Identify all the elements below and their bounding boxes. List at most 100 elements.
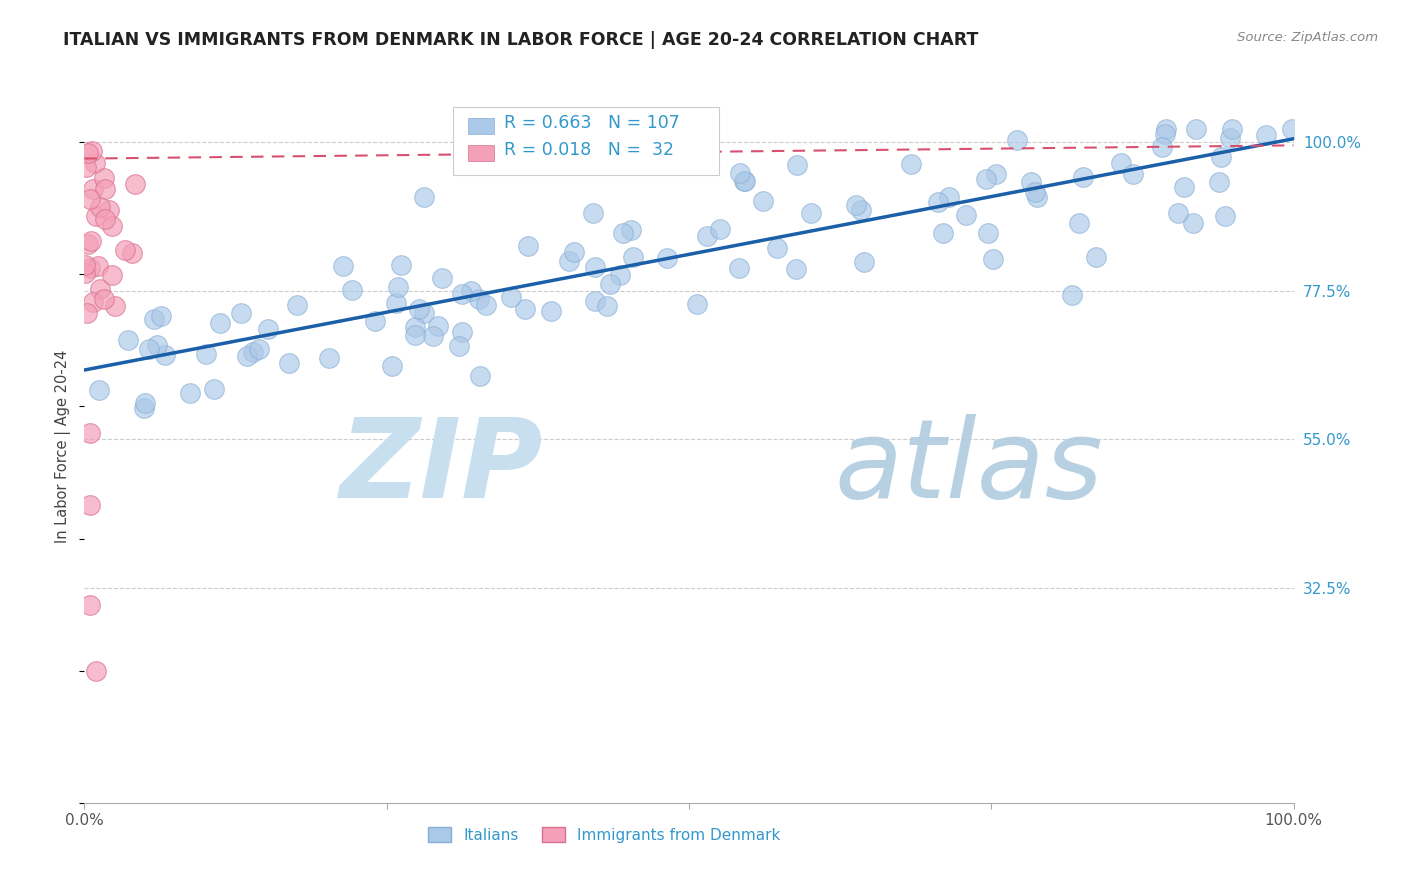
Point <box>583 294 606 309</box>
Point <box>1071 169 1094 184</box>
Point <box>413 306 436 320</box>
Point <box>467 292 489 306</box>
Point <box>76 306 98 320</box>
Point <box>447 339 470 353</box>
Point <box>332 259 354 273</box>
Point <box>79 499 101 513</box>
Point <box>132 401 155 416</box>
Point <box>134 395 156 409</box>
Point <box>1213 209 1236 223</box>
Bar <box>468 119 495 134</box>
Point <box>93 170 115 185</box>
Point <box>94 212 117 227</box>
Text: R = 0.018   N =  32: R = 0.018 N = 32 <box>503 141 673 159</box>
Text: Source: ZipAtlas.com: Source: ZipAtlas.com <box>1237 31 1378 45</box>
Point <box>582 206 605 220</box>
Point <box>77 146 100 161</box>
Point <box>318 351 340 365</box>
Legend: Italians, Immigrants from Denmark: Italians, Immigrants from Denmark <box>422 821 786 848</box>
Point <box>408 301 430 316</box>
Point <box>82 294 104 309</box>
Point <box>101 268 124 282</box>
Point <box>257 322 280 336</box>
Point <box>474 298 496 312</box>
Point <box>976 226 998 240</box>
Point <box>387 279 409 293</box>
Point <box>138 343 160 357</box>
Point <box>1220 121 1243 136</box>
Point <box>75 266 97 280</box>
Point <box>451 287 474 301</box>
Point <box>82 144 104 158</box>
Point <box>89 201 111 215</box>
Point <box>117 334 139 348</box>
Point <box>599 277 621 291</box>
Point <box>79 425 101 440</box>
Point <box>422 328 444 343</box>
Point <box>1167 206 1189 220</box>
Point <box>389 258 412 272</box>
Point <box>75 258 97 272</box>
Point <box>931 227 953 241</box>
Point <box>696 228 718 243</box>
Text: ITALIAN VS IMMIGRANTS FROM DENMARK IN LABOR FORCE | AGE 20-24 CORRELATION CHART: ITALIAN VS IMMIGRANTS FROM DENMARK IN LA… <box>63 31 979 49</box>
Point <box>1021 175 1043 189</box>
Point <box>1173 180 1195 194</box>
Point <box>427 319 450 334</box>
Point <box>93 292 115 306</box>
Point <box>451 325 474 339</box>
Point <box>1150 140 1173 154</box>
Point <box>849 203 872 218</box>
Point <box>984 167 1007 181</box>
Point <box>83 155 105 169</box>
Point <box>413 190 436 204</box>
Point <box>709 221 731 235</box>
Bar <box>468 145 495 161</box>
Point <box>1154 121 1177 136</box>
Point <box>104 299 127 313</box>
Point <box>557 254 579 268</box>
Point <box>955 208 977 222</box>
Point <box>974 172 997 186</box>
FancyBboxPatch shape <box>453 107 720 175</box>
Point <box>364 313 387 327</box>
Point <box>76 237 98 252</box>
Point <box>733 174 755 188</box>
Point <box>100 219 122 233</box>
Point <box>432 270 454 285</box>
Point <box>1208 175 1230 189</box>
Point <box>766 241 789 255</box>
Point <box>142 311 165 326</box>
Point <box>381 359 404 373</box>
Point <box>927 195 949 210</box>
Point <box>86 664 108 678</box>
Point <box>938 190 960 204</box>
Point <box>1005 133 1028 147</box>
Point <box>404 320 426 334</box>
Point <box>595 299 617 313</box>
Point <box>620 223 643 237</box>
Point <box>562 244 585 259</box>
Point <box>609 268 631 282</box>
Point <box>80 234 103 248</box>
Point <box>202 382 225 396</box>
Point <box>94 182 117 196</box>
Point <box>145 337 167 351</box>
Point <box>460 285 482 299</box>
Point <box>1209 150 1232 164</box>
Point <box>852 254 875 268</box>
Point <box>179 385 201 400</box>
Point <box>734 174 756 188</box>
Point <box>655 251 678 265</box>
Point <box>1026 190 1049 204</box>
Point <box>1154 128 1177 142</box>
Point <box>229 305 252 319</box>
Point <box>1122 167 1144 181</box>
Point <box>124 177 146 191</box>
Point <box>236 350 259 364</box>
Point <box>501 289 523 303</box>
Point <box>277 356 299 370</box>
Point <box>517 239 540 253</box>
Point <box>86 259 108 273</box>
Point <box>686 297 709 311</box>
